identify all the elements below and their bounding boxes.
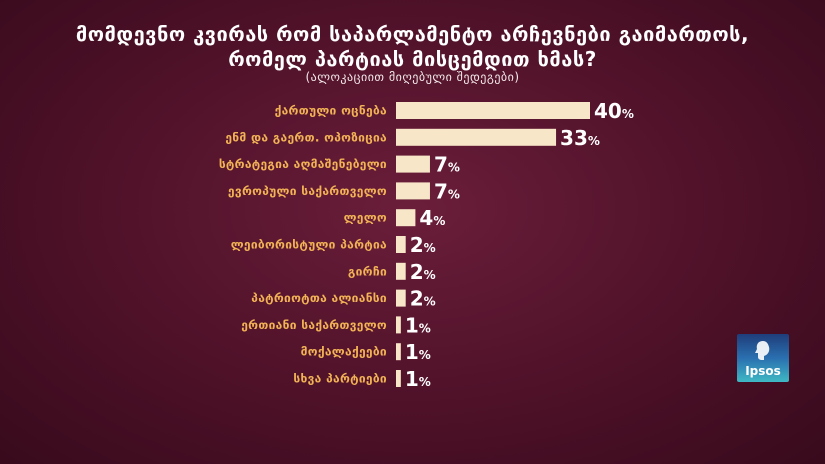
- category-label: გირჩი: [348, 264, 387, 278]
- profile-icon: [755, 341, 770, 360]
- chart-title-line2: რომელ პარტიას მისცემდით ხმას?: [228, 47, 597, 71]
- value-label: 1%: [405, 340, 431, 364]
- value-label: 7%: [434, 179, 460, 203]
- category-label: ლელო: [344, 211, 387, 225]
- bar: [396, 182, 430, 200]
- value-label: 2%: [410, 233, 436, 257]
- category-label: ქართული ოცნება: [275, 104, 387, 118]
- chart-subtitle: (ალოკაციით მიღებული შედეგები): [305, 70, 520, 84]
- category-label: ერთიანი საქართველო: [241, 318, 387, 332]
- bar: [396, 102, 590, 119]
- category-label: ევროპული საქართველო: [228, 184, 387, 198]
- bar: [396, 370, 401, 387]
- value-label: 1%: [405, 313, 431, 337]
- value-label: 2%: [410, 287, 436, 311]
- chart-title-line1: მომდევნო კვირას რომ საპარლამენტო არჩევნე…: [75, 22, 750, 46]
- value-label: 1%: [405, 367, 431, 391]
- value-label: 7%: [434, 153, 460, 177]
- bar: [396, 316, 401, 334]
- category-label: პატრიოტთა ალიანსი: [251, 291, 387, 305]
- bar: [396, 262, 406, 280]
- value-label: 33%: [560, 126, 600, 150]
- bar: [396, 155, 430, 173]
- bar: [396, 289, 406, 307]
- category-label: ლეიბორისტული პარტია: [231, 238, 387, 252]
- category-label: სხვა პარტიები: [293, 372, 387, 386]
- category-label: სტრატეგია აღმაშენებელი: [219, 157, 387, 171]
- bar: [396, 236, 406, 253]
- bar: [396, 343, 401, 361]
- bar: [396, 128, 557, 146]
- ipsos-logo: Ipsos: [737, 334, 789, 382]
- category-label: მოქალაქეები: [301, 345, 387, 359]
- bar: [396, 209, 416, 227]
- logo-text: Ipsos: [745, 364, 781, 378]
- value-label: 40%: [594, 99, 634, 123]
- value-label: 2%: [410, 260, 436, 284]
- category-label: ენმ და გაერთ. ოპოზიცია: [225, 130, 387, 144]
- value-label: 4%: [419, 206, 445, 230]
